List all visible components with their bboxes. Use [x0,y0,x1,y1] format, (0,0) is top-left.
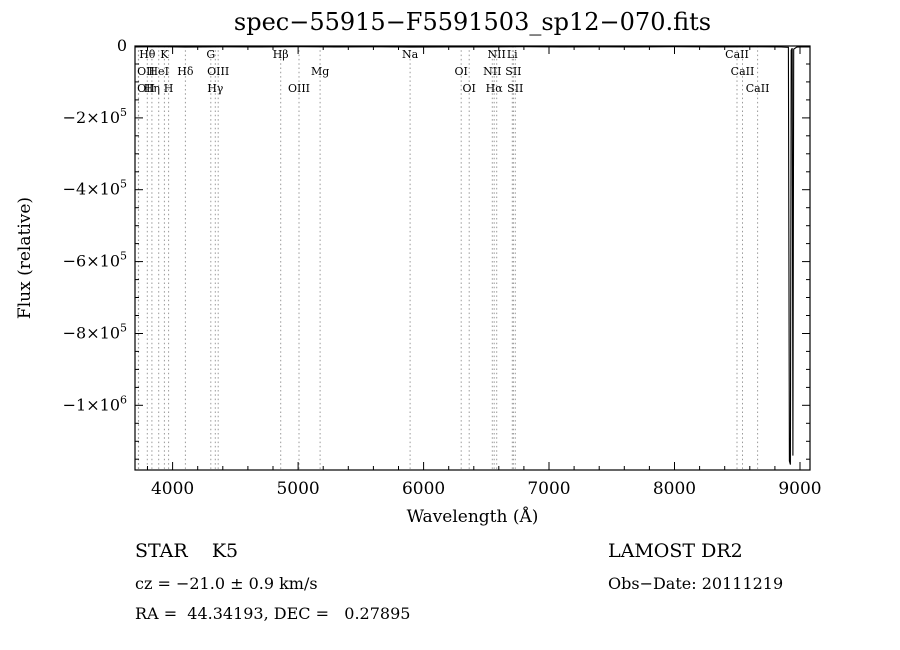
spectral-line-label: K [160,48,169,61]
spectral-line-label: Hγ [207,82,224,95]
spectral-line-label: HeI [148,65,168,78]
obs-date-value: Obs−Date: 20111219 [608,574,784,593]
spectral-line-label: Hδ [177,65,194,78]
x-tick-label: 6000 [402,479,445,499]
cz-value: cz = −21.0 ± 0.9 km/s [135,574,318,593]
spectrum-path [135,46,810,465]
x-tick-label: 4000 [151,479,194,499]
plot-title: spec−55915−F5591503_sp12−070.fits [233,8,712,36]
spectral-line-label: Hβ [273,48,289,61]
x-tick-label: 8000 [653,479,696,499]
x-tick-label: 9000 [778,479,821,499]
spectral-line-label: OII [137,82,155,95]
y-tick-label: −4×105 [63,178,127,199]
spectral-line-label: OII [137,65,155,78]
survey-label: LAMOST DR2 [608,540,743,562]
plot-frame [134,45,811,471]
y-tick-label: −6×105 [63,250,127,271]
spectral-line-label: Mg [311,65,329,78]
spectral-line-label: Hα [486,82,504,95]
x-tick-label: 5000 [276,479,319,499]
spectral-line-label: Li [507,48,518,61]
spectral-line-label: OI [455,65,468,78]
spectral-line-label: Na [402,48,419,61]
spectral-line-label: SII [505,65,521,78]
spectral-line-label: CaII [725,48,749,61]
spectral-line-label: OIII [288,82,310,95]
x-axis-title: Wavelength (Å) [407,506,539,527]
spectral-line-label: OIII [207,65,229,78]
spectral-line-label: SII [507,82,523,95]
y-tick-label: −2×105 [63,106,127,127]
y-tick-label: 0 [117,36,127,55]
coordinates-value: RA = 44.34193, DEC = 0.27895 [135,604,411,623]
spectral-line-label: NII [483,65,501,78]
spectral-line-label: OI [463,82,476,95]
spectral-line-label: Hθ [139,48,156,61]
y-axis-title: Flux (relative) [15,197,35,319]
spectral-line-label: CaII [731,65,755,78]
spectral-line-label: G [206,48,215,61]
spectral-line-label: H [164,82,174,95]
x-tick-label: 7000 [527,479,570,499]
spectral-line-label: NII [488,48,506,61]
y-tick-label: −8×105 [63,321,127,342]
spectral-line-label: CaII [746,82,770,95]
spectral-line-label: Hη [144,82,160,95]
object-type-label: STAR K5 [135,540,239,562]
y-tick-label: −1×106 [63,393,127,414]
